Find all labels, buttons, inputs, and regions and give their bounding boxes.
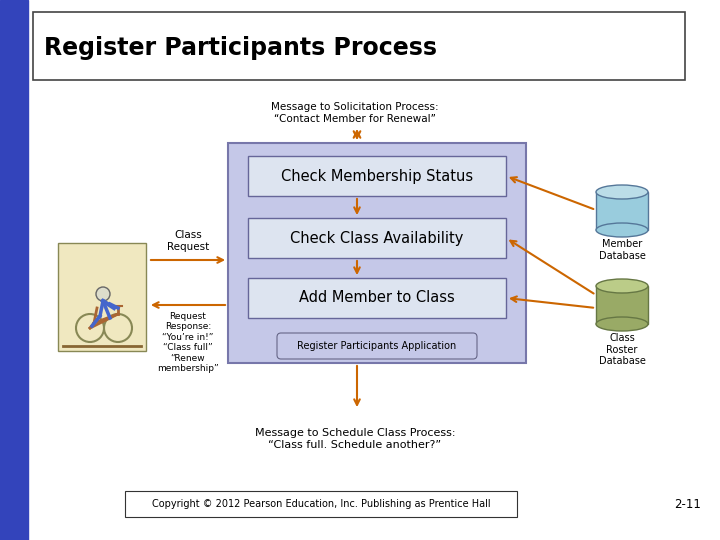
Text: Request
Response:
“You’re in!”
“Class full”
“Renew
membership”: Request Response: “You’re in!” “Class fu… bbox=[157, 312, 219, 373]
Text: Message to Solicitation Process:
“Contact Member for Renewal”: Message to Solicitation Process: “Contac… bbox=[271, 102, 438, 124]
Text: Class
Request: Class Request bbox=[167, 231, 209, 252]
Bar bbox=[125, 491, 517, 517]
Ellipse shape bbox=[596, 185, 648, 199]
Text: Copyright © 2012 Pearson Education, Inc. Publishing as Prentice Hall: Copyright © 2012 Pearson Education, Inc.… bbox=[152, 499, 490, 509]
Bar bbox=[228, 143, 526, 363]
Text: Class
Roster
Database: Class Roster Database bbox=[598, 333, 645, 366]
Text: Register Participants Application: Register Participants Application bbox=[297, 341, 456, 351]
Bar bbox=[596, 286, 648, 324]
Ellipse shape bbox=[596, 223, 648, 237]
Text: Member
Database: Member Database bbox=[598, 239, 645, 261]
Text: Check Membership Status: Check Membership Status bbox=[281, 168, 473, 184]
Text: Register Participants Process: Register Participants Process bbox=[44, 36, 437, 60]
Bar bbox=[248, 218, 506, 258]
Bar bbox=[596, 192, 648, 230]
Text: Add Member to Class: Add Member to Class bbox=[299, 291, 455, 306]
Text: Message to Schedule Class Process:
“Class full. Schedule another?”: Message to Schedule Class Process: “Clas… bbox=[255, 428, 455, 450]
Text: 2-11: 2-11 bbox=[675, 497, 701, 510]
Ellipse shape bbox=[596, 279, 648, 293]
Bar bbox=[248, 278, 506, 318]
FancyBboxPatch shape bbox=[277, 333, 477, 359]
Text: Check Class Availability: Check Class Availability bbox=[290, 231, 464, 246]
Ellipse shape bbox=[596, 317, 648, 331]
Bar bbox=[33, 12, 685, 80]
Circle shape bbox=[96, 287, 110, 301]
Bar bbox=[248, 156, 506, 196]
Bar bbox=[0, 0, 28, 540]
Bar bbox=[58, 243, 146, 351]
